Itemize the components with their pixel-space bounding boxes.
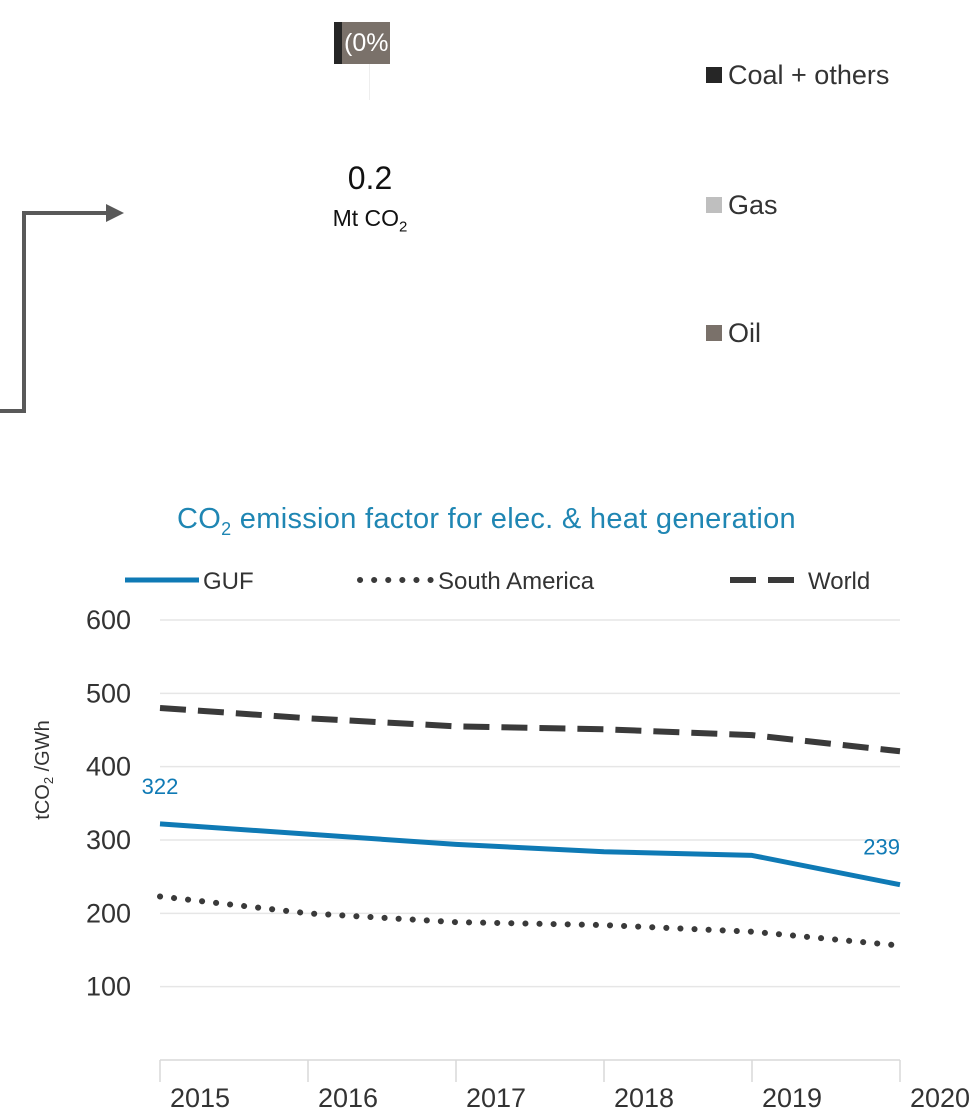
chart-ticks: 100 200 300 400 500 600 2015 2016 2017 2018 2019 20… <box>86 605 970 1113</box>
y-tick-label: 500 <box>86 678 131 708</box>
series-line-guf <box>159 821 901 888</box>
total-emissions-unit: Mt CO2 <box>290 205 450 236</box>
y-axis-label-subscript: 2 <box>41 777 56 784</box>
legend-swatch-gas <box>706 197 722 213</box>
y-axis-label: tCO2 /GWh <box>32 720 56 819</box>
chart-grid <box>160 619 900 988</box>
y-axis-label-prefix: tCO <box>32 784 54 820</box>
x-tick-label: 2015 <box>170 1083 230 1113</box>
legend-label-world: World <box>808 568 870 595</box>
chart-legend: GUF South America World <box>125 568 870 595</box>
y-axis-label-rest: /GWh <box>32 720 54 777</box>
chart-title: CO2 emission factor for elec. & heat gen… <box>0 503 973 540</box>
pie-divider <box>369 64 370 100</box>
connector-arrow <box>0 204 124 413</box>
chart-title-subscript: 2 <box>221 518 232 539</box>
chart-series <box>157 705 903 949</box>
y-tick-label: 200 <box>86 898 131 928</box>
chart-data-labels: 322 239 <box>142 774 900 860</box>
legend-item-coal: Coal + others <box>706 60 889 91</box>
series-line-world <box>159 705 901 755</box>
data-label: 239 <box>863 835 900 860</box>
series-line-south-america <box>157 893 903 949</box>
y-tick-label: 300 <box>86 825 131 855</box>
total-emissions-value: 0.2 <box>347 160 393 196</box>
y-tick-label: 100 <box>86 972 131 1002</box>
connector-arrow-head <box>106 204 124 222</box>
chart-title-rest: emission factor for elec. & heat generat… <box>231 503 796 535</box>
x-tick-label: 2017 <box>466 1083 526 1113</box>
x-tick-label: 2020 <box>910 1083 970 1113</box>
legend-item-oil: Oil <box>706 318 761 349</box>
legend-label-oil: Oil <box>728 318 761 348</box>
unit-prefix: Mt CO <box>332 205 400 231</box>
legend-swatch-coal <box>706 67 722 83</box>
legend-label-coal: Coal + others <box>728 60 890 90</box>
legend-swatch-oil <box>706 325 722 341</box>
x-tick-label: 2019 <box>762 1083 822 1113</box>
y-tick-label: 400 <box>86 752 131 782</box>
unit-subscript: 2 <box>399 218 408 236</box>
legend-label-south-america: South America <box>438 568 595 595</box>
chart-axes <box>159 1059 901 1082</box>
pie-slice-oil-label: (0% <box>342 22 390 64</box>
y-tick-label: 600 <box>86 605 131 635</box>
data-label: 322 <box>142 774 179 799</box>
legend-item-gas: Gas <box>706 190 778 221</box>
pie-slice-coal <box>334 22 342 64</box>
x-tick-label: 2016 <box>318 1083 378 1113</box>
x-tick-label: 2018 <box>614 1083 674 1113</box>
chart-title-prefix: CO <box>177 503 222 535</box>
connector-arrow-line <box>0 211 108 413</box>
energy-mix-section: (0% 0.2 Mt CO2 Coal + others Gas Oil <box>0 0 973 480</box>
legend-label-gas: Gas <box>728 190 778 220</box>
legend-label-guf: GUF <box>203 568 254 595</box>
